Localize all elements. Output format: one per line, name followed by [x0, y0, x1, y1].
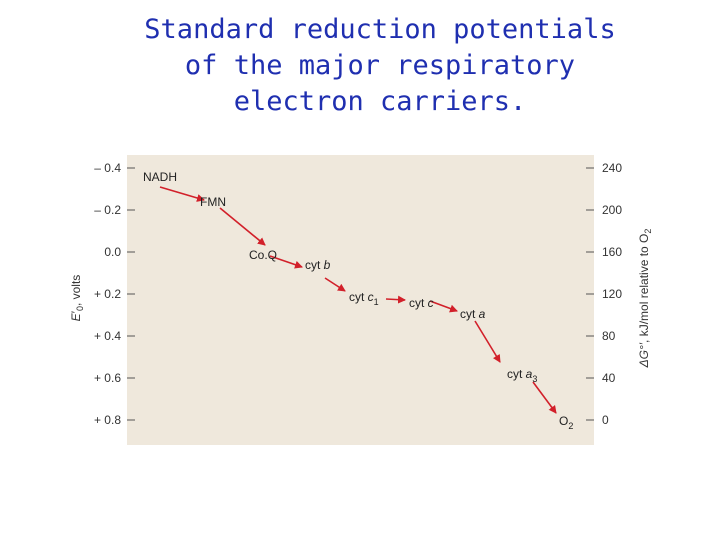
right-axis-label-delta: ΔG°′: [637, 342, 651, 368]
electron-transfer-arrows: [159, 186, 557, 414]
left-tick-label: + 0.8: [94, 413, 121, 427]
right-axis-label: ΔG°′, kJ/mol relative to O2: [637, 229, 653, 369]
left-tick-label: + 0.4: [94, 329, 121, 343]
carrier-label: cyt a3: [507, 367, 537, 384]
carrier-label: cyt a: [460, 307, 486, 321]
left-axis-label-prime: ′: [69, 310, 83, 313]
transfer-arrow: [532, 381, 557, 414]
transfer-arrow: [159, 186, 205, 202]
right-tick-label: 80: [602, 329, 616, 343]
right-axis-label-rest: , kJ/mol relative to O: [637, 234, 651, 343]
left-tick-label: – 0.2: [94, 203, 121, 217]
left-tick-label: 0.0: [104, 245, 121, 259]
title-line-3: electron carriers.: [233, 86, 527, 117]
left-tick-label: + 0.2: [94, 287, 121, 301]
transfer-arrow: [474, 320, 501, 363]
left-axis-ticks: – 0.4 – 0.2 0.0 + 0.2 + 0.4 + 0.6 + 0.8: [94, 161, 135, 427]
carrier-label: NADH: [143, 170, 177, 184]
carrier-label: Co.Q: [249, 248, 277, 262]
transfer-arrow: [385, 295, 406, 304]
carrier-label: O2: [559, 414, 573, 431]
left-axis-label-rest: , volts: [69, 275, 83, 306]
transfer-arrow: [219, 207, 266, 246]
title-line-2: of the major respiratory: [184, 50, 576, 81]
right-axis-ticks: 240 200 160 120 80 40 0: [586, 161, 622, 427]
right-tick-label: 160: [602, 245, 622, 259]
page-title: Standard reduction potentials of the maj…: [120, 12, 640, 120]
right-axis-label-sub: 2: [643, 229, 653, 234]
right-tick-label: 0: [602, 413, 609, 427]
left-tick-label: + 0.6: [94, 371, 121, 385]
left-tick-label: – 0.4: [94, 161, 121, 175]
right-tick-label: 40: [602, 371, 616, 385]
diagram-panel: [127, 155, 594, 445]
transfer-arrow: [429, 300, 458, 313]
left-axis-label: E′0, volts: [69, 275, 85, 322]
right-tick-label: 240: [602, 161, 622, 175]
right-tick-label: 120: [602, 287, 622, 301]
transfer-arrow: [269, 255, 303, 269]
left-axis-label-e: E: [69, 312, 83, 321]
transfer-arrow: [324, 277, 346, 292]
carrier-label: cyt c: [409, 296, 434, 310]
right-tick-label: 200: [602, 203, 622, 217]
title-line-1: Standard reduction potentials: [144, 14, 616, 45]
carrier-label: cyt b: [305, 258, 331, 272]
carrier-label: FMN: [200, 195, 226, 209]
carrier-labels: NADH FMN Co.Q cyt b cyt c1 cyt c cyt a cyt a3 O2: [143, 170, 573, 431]
carrier-label: cyt c1: [349, 290, 379, 307]
left-axis-label-sub: 0: [75, 306, 85, 311]
